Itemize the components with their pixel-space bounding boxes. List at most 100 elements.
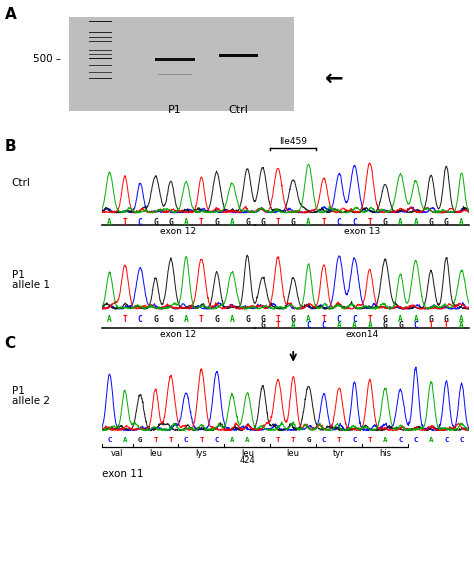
Bar <box>89 54 112 55</box>
Text: G: G <box>153 218 158 227</box>
Text: C: C <box>459 437 464 443</box>
Text: 500 –: 500 – <box>33 53 61 64</box>
Text: T: T <box>444 321 448 330</box>
Text: A: A <box>413 218 418 227</box>
Text: G: G <box>383 315 387 324</box>
Text: 424: 424 <box>239 456 255 465</box>
Text: exon 12: exon 12 <box>160 227 197 236</box>
Bar <box>219 54 258 57</box>
Text: G: G <box>168 315 173 324</box>
Text: C: C <box>413 321 418 330</box>
Text: P1: P1 <box>12 386 25 396</box>
Text: T: T <box>153 437 158 443</box>
Text: leu: leu <box>287 449 300 458</box>
Text: exon 12: exon 12 <box>160 331 197 340</box>
Text: C: C <box>214 437 219 443</box>
Text: val: val <box>111 449 123 458</box>
Text: exon14: exon14 <box>346 331 379 340</box>
Text: G: G <box>291 315 296 324</box>
Text: A: A <box>107 315 112 324</box>
Text: C: C <box>413 437 418 443</box>
Text: tyr: tyr <box>333 449 345 458</box>
Text: T: T <box>337 437 341 443</box>
Text: his: his <box>379 449 391 458</box>
Text: A: A <box>459 321 464 330</box>
Text: C: C <box>306 321 311 330</box>
Text: A: A <box>398 218 403 227</box>
Text: G: G <box>383 218 387 227</box>
Text: G: G <box>214 218 219 227</box>
Bar <box>69 16 294 111</box>
Bar <box>89 58 112 59</box>
Text: T: T <box>321 315 326 324</box>
Text: C: C <box>352 218 357 227</box>
Text: A: A <box>352 321 357 330</box>
Text: A: A <box>459 218 464 227</box>
Text: C: C <box>352 437 357 443</box>
Text: exon 11: exon 11 <box>102 469 144 479</box>
Text: T: T <box>275 218 280 227</box>
Text: C: C <box>444 437 448 443</box>
Text: C: C <box>352 315 357 324</box>
Text: G: G <box>153 315 158 324</box>
Text: T: T <box>367 437 372 443</box>
Text: T: T <box>275 321 280 330</box>
Text: C: C <box>321 321 326 330</box>
Text: A: A <box>383 437 387 443</box>
Text: G: G <box>245 315 250 324</box>
Text: T: T <box>275 315 280 324</box>
Text: leu: leu <box>241 449 254 458</box>
Text: allele 2: allele 2 <box>12 396 50 406</box>
Text: A: A <box>123 437 127 443</box>
Text: C: C <box>321 437 326 443</box>
Text: C: C <box>138 315 143 324</box>
Text: T: T <box>169 437 173 443</box>
Text: T: T <box>123 218 127 227</box>
Text: A: A <box>306 315 311 324</box>
Text: G: G <box>291 218 296 227</box>
Bar <box>89 78 112 79</box>
Text: lys: lys <box>196 449 207 458</box>
Text: A: A <box>230 218 234 227</box>
Text: C: C <box>184 437 188 443</box>
Text: T: T <box>321 218 326 227</box>
Text: C: C <box>107 437 112 443</box>
Text: G: G <box>168 218 173 227</box>
Text: P1: P1 <box>168 105 182 115</box>
Text: exon 13: exon 13 <box>344 227 380 236</box>
Text: G: G <box>260 321 265 330</box>
Text: Ctrl: Ctrl <box>228 105 248 115</box>
Text: A: A <box>367 321 372 330</box>
Text: allele 1: allele 1 <box>12 280 50 290</box>
Text: G: G <box>260 315 265 324</box>
Text: T: T <box>428 321 433 330</box>
Text: A: A <box>184 218 188 227</box>
Text: T: T <box>199 437 204 443</box>
Bar <box>89 72 112 73</box>
Text: B: B <box>5 139 17 154</box>
Text: T: T <box>367 315 372 324</box>
Text: P1: P1 <box>12 270 25 280</box>
Bar <box>157 74 192 75</box>
Text: Ile459: Ile459 <box>279 137 307 146</box>
Text: T: T <box>123 315 127 324</box>
Text: A: A <box>230 437 234 443</box>
Text: leu: leu <box>149 449 162 458</box>
Text: G: G <box>383 321 387 330</box>
Bar <box>89 45 112 46</box>
Text: A: A <box>429 437 433 443</box>
Text: G: G <box>245 218 250 227</box>
Text: A: A <box>413 315 418 324</box>
Bar <box>89 32 112 33</box>
Text: T: T <box>276 437 280 443</box>
Text: C: C <box>398 437 402 443</box>
Text: A: A <box>291 321 296 330</box>
Text: T: T <box>291 437 295 443</box>
Text: C: C <box>5 336 16 350</box>
Text: G: G <box>138 437 142 443</box>
Text: G: G <box>444 218 448 227</box>
Text: G: G <box>260 218 265 227</box>
Bar <box>89 41 112 42</box>
Text: A: A <box>306 218 311 227</box>
Text: C: C <box>337 218 341 227</box>
